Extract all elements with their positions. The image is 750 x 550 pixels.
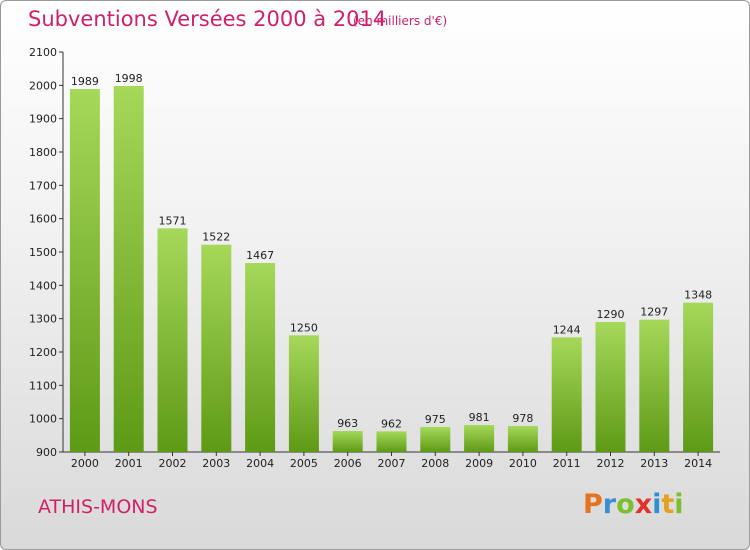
data-label: 978 [512,412,533,425]
y-tick-label: 1200 [29,346,57,359]
bar [376,431,407,452]
x-tick-label: 2002 [159,457,187,470]
chart-title: Subventions Versées 2000 à 2014 [28,7,387,31]
x-tick-label: 2007 [378,457,406,470]
data-label: 1297 [640,306,668,319]
x-tick-label: 2008 [421,457,449,470]
x-tick-label: 2005 [290,457,318,470]
bar [595,322,626,452]
y-tick-label: 1600 [29,213,57,226]
x-tick-label: 2009 [465,457,493,470]
chart-bars [69,86,714,452]
data-label: 963 [337,417,358,430]
bar [507,426,538,452]
x-tick-label: 2004 [246,457,274,470]
x-tick-label: 2000 [71,457,99,470]
x-tick-label: 2011 [553,457,581,470]
y-tick-label: 2000 [29,79,57,92]
bar [551,337,582,452]
logo-letter: o [616,489,635,520]
x-axis-ticks: 2000 2001 2002 2003 2004 2005 2006 2007 2008 2009… [71,452,712,470]
x-tick-label: 2014 [684,457,712,470]
data-label: 1244 [553,323,581,336]
bar [157,228,188,452]
y-tick-label: 1700 [29,179,57,192]
bar [639,319,670,452]
y-axis-ticks: 900 1000 1100 1200 1300 1400 1500 1600 1700 1800 1… [29,46,63,459]
x-tick-label: 2012 [597,457,625,470]
x-tick-label: 2006 [334,457,362,470]
y-tick-label: 1800 [29,146,57,159]
logo-letter: i [674,489,684,520]
chart-subtitle: (en milliers d'€) [353,14,448,28]
y-tick-label: 1500 [29,246,57,259]
bar [245,263,276,452]
y-tick-label: 1000 [29,413,57,426]
data-label: 962 [381,417,402,430]
bar [464,425,495,452]
logo-letter: t [661,489,675,520]
logo-letter: i [652,489,662,520]
logo-letter: P [583,489,603,520]
data-label: 1522 [202,231,230,244]
data-label: 1571 [159,214,187,227]
y-tick-label: 900 [36,446,57,459]
data-labels: 1989 1998 1571 1522 1467 1250 963 962 975 981 978 1… [71,72,712,430]
x-tick-label: 2003 [202,457,230,470]
data-label: 1348 [684,289,712,302]
bar [288,335,319,452]
y-tick-label: 1100 [29,379,57,392]
data-label: 975 [425,413,446,426]
logo-letter: x [634,489,653,520]
bar [332,431,363,452]
x-tick-label: 2013 [640,457,668,470]
proxiti-logo: Proxiti [583,489,684,520]
logo-letter: r [602,489,617,520]
y-tick-label: 1300 [29,313,57,326]
data-label: 1998 [115,72,143,85]
y-tick-label: 1900 [29,113,57,126]
bar [201,244,232,452]
data-label: 981 [469,411,490,424]
data-label: 1989 [71,75,99,88]
commune-name: ATHIS-MONS [38,496,158,518]
bar [683,302,714,452]
bar [113,86,144,452]
bar [420,427,451,452]
data-label: 1250 [290,321,318,334]
y-tick-label: 1400 [29,279,57,292]
x-tick-label: 2001 [115,457,143,470]
data-label: 1290 [597,308,625,321]
x-tick-label: 2010 [509,457,537,470]
data-label: 1467 [246,249,274,262]
y-tick-label: 2100 [29,46,57,59]
bar [69,89,100,452]
